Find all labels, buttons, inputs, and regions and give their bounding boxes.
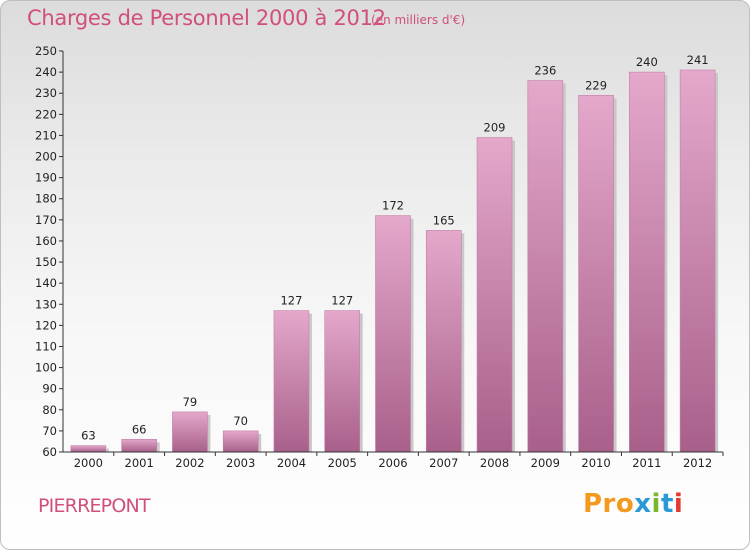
logo-part: x bbox=[634, 489, 652, 519]
data-label: 70 bbox=[233, 414, 248, 428]
bar bbox=[172, 411, 208, 453]
bar bbox=[578, 95, 614, 453]
y-tick-label: 70 bbox=[42, 424, 57, 438]
bar bbox=[476, 137, 513, 453]
x-tick-label: 2008 bbox=[480, 456, 509, 470]
data-label: 127 bbox=[280, 294, 302, 308]
x-tick-label: 2001 bbox=[125, 456, 154, 470]
y-tick-label: 60 bbox=[42, 445, 57, 459]
bar bbox=[679, 69, 716, 453]
y-tick-label: 190 bbox=[35, 171, 57, 185]
logo-part: t bbox=[660, 489, 674, 519]
data-label: 209 bbox=[484, 121, 506, 135]
data-label: 165 bbox=[433, 213, 455, 227]
y-tick-label: 80 bbox=[42, 403, 57, 417]
x-tick-label: 2002 bbox=[175, 456, 204, 470]
axes: 2000 2001 2002 2003 2004 2005 2006 2007 2008 2009… bbox=[35, 44, 724, 470]
commune-name: PIERREPONT bbox=[38, 495, 151, 517]
x-tick-label: 2004 bbox=[277, 456, 306, 470]
bar bbox=[324, 310, 361, 453]
y-tick-label: 230 bbox=[35, 86, 57, 100]
x-tick-label: 2005 bbox=[328, 456, 357, 470]
data-label: 236 bbox=[534, 64, 556, 78]
bar bbox=[629, 71, 665, 453]
chart-title: Charges de Personnel 2000 à 2012 bbox=[27, 6, 386, 30]
bar bbox=[375, 215, 411, 453]
y-tick-label: 160 bbox=[35, 234, 57, 248]
chart-subtitle: (en milliers d'€) bbox=[371, 13, 466, 27]
data-label: 229 bbox=[585, 78, 607, 92]
bar bbox=[222, 430, 259, 453]
y-tick-label: 200 bbox=[35, 150, 57, 164]
x-tick-label: 2000 bbox=[74, 456, 103, 470]
bar bbox=[70, 445, 107, 453]
proxiti-logo: Proxiti bbox=[583, 489, 683, 519]
y-tick-label: 110 bbox=[35, 339, 57, 353]
y-tick-label: 150 bbox=[35, 255, 57, 269]
data-labels: 63 66 79 70 127 127 172 165 209 236 229 240 241 bbox=[81, 53, 709, 443]
y-tick-label: 120 bbox=[35, 318, 57, 332]
y-tick-label: 180 bbox=[35, 192, 57, 206]
data-label: 63 bbox=[81, 429, 96, 443]
data-label: 127 bbox=[331, 294, 353, 308]
logo-part: i bbox=[673, 489, 684, 519]
y-tick-label: 170 bbox=[35, 213, 57, 227]
y-tick-label: 90 bbox=[42, 382, 57, 396]
y-tick-label: 210 bbox=[35, 128, 57, 142]
bar bbox=[527, 80, 564, 453]
x-tick-label: 2007 bbox=[429, 456, 458, 470]
data-label: 240 bbox=[636, 55, 658, 69]
logo-part: i bbox=[651, 489, 661, 519]
data-label: 79 bbox=[183, 395, 198, 409]
bars bbox=[70, 69, 716, 453]
bar bbox=[425, 230, 462, 453]
bar bbox=[121, 439, 157, 453]
x-tick-label: 2010 bbox=[581, 456, 610, 470]
y-tick-label: 140 bbox=[35, 276, 57, 290]
x-tick-label: 2009 bbox=[531, 456, 560, 470]
logo-part: Pro bbox=[583, 489, 635, 519]
y-tick-label: 240 bbox=[35, 65, 57, 79]
x-tick-label: 2012 bbox=[683, 456, 712, 470]
y-tick-label: 220 bbox=[35, 107, 57, 121]
data-label: 66 bbox=[132, 422, 147, 436]
y-tick-label: 250 bbox=[35, 44, 57, 58]
data-label: 241 bbox=[687, 53, 709, 67]
x-tick-label: 2011 bbox=[632, 456, 661, 470]
y-tick-label: 130 bbox=[35, 297, 57, 311]
data-label: 172 bbox=[382, 199, 404, 213]
y-tick-label: 100 bbox=[35, 361, 57, 375]
bar bbox=[273, 310, 310, 453]
x-tick-label: 2003 bbox=[226, 456, 255, 470]
x-tick-label: 2006 bbox=[378, 456, 407, 470]
